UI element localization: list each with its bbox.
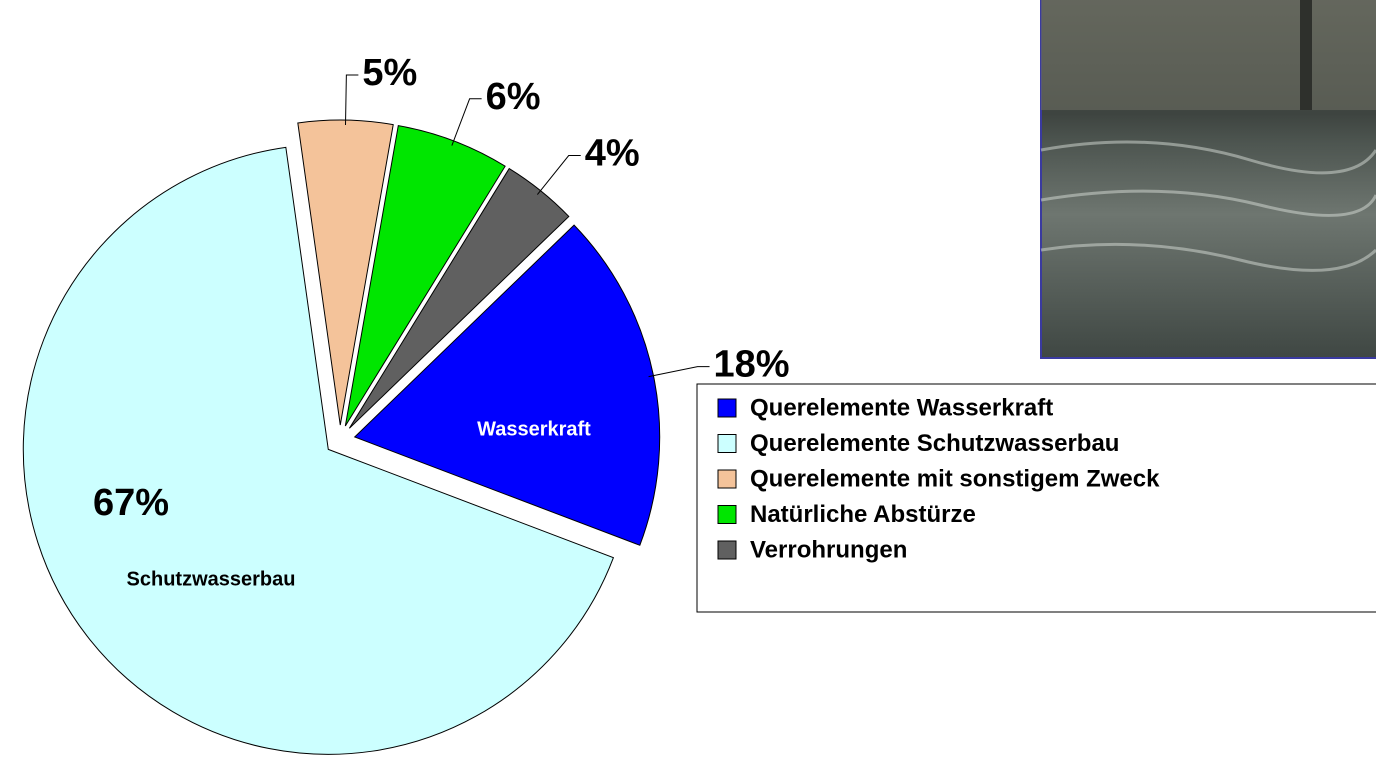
slice-label: Wasserkraft xyxy=(477,418,591,440)
chart: 18% Wasserkraft 67% Schutzwasserbau 5% 6% 4% Qu… xyxy=(0,0,1376,778)
page: 18% Wasserkraft 67% Schutzwasserbau 5% 6% 4% Qu… xyxy=(0,0,1376,778)
leader-line xyxy=(345,75,358,125)
slice-label: Schutzwasserbau xyxy=(127,568,296,590)
data-label: 5% xyxy=(362,52,417,94)
leader-line xyxy=(649,367,710,377)
photo xyxy=(1041,0,1376,358)
leader-line xyxy=(452,99,482,146)
data-label: 6% xyxy=(486,76,541,118)
legend-swatch xyxy=(718,541,736,559)
leader-line xyxy=(537,156,580,195)
legend-label: Querelemente Schutzwasserbau xyxy=(750,430,1119,457)
legend-swatch xyxy=(718,435,736,453)
data-label: 67% xyxy=(93,482,169,524)
legend-label: Natürliche Abstürze xyxy=(750,501,976,528)
legend-label: Querelemente mit sonstigem Zweck xyxy=(750,465,1160,492)
legend-swatch xyxy=(718,399,736,417)
legend-swatch xyxy=(718,506,736,524)
data-label: 4% xyxy=(585,133,640,175)
photo-wall xyxy=(1041,0,1376,110)
legend-label: Querelemente Wasserkraft xyxy=(750,394,1053,421)
legend-label: Verrohrungen xyxy=(750,536,907,563)
legend-swatch xyxy=(718,470,736,488)
photo-pillar xyxy=(1300,0,1312,110)
data-label: 18% xyxy=(714,344,790,386)
